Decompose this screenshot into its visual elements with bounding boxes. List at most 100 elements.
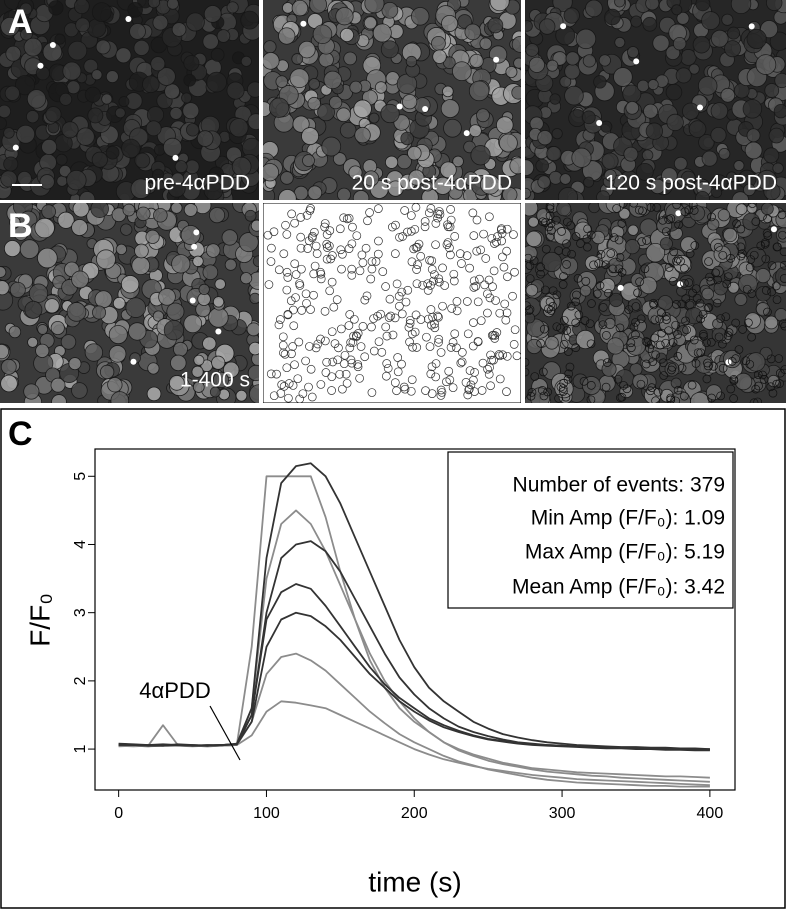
roi-circle	[525, 367, 530, 377]
cell	[564, 63, 581, 80]
cell	[384, 155, 399, 169]
roi-circle	[344, 321, 354, 330]
roi-circle	[448, 383, 458, 393]
cell	[208, 307, 229, 328]
cell	[0, 266, 7, 278]
cell	[171, 22, 187, 37]
roi-circle	[365, 208, 374, 217]
roi-circle	[433, 213, 442, 223]
roi-circle	[571, 343, 581, 352]
cell	[710, 29, 729, 48]
roi-circle	[738, 325, 747, 334]
roi-circle	[287, 209, 296, 219]
cell	[66, 302, 87, 322]
roi-circle	[571, 232, 581, 241]
cell	[422, 180, 434, 192]
roi-circle	[297, 264, 306, 274]
cell	[443, 118, 462, 138]
roi-circle	[322, 230, 332, 239]
cell	[302, 154, 315, 167]
cell	[557, 187, 579, 200]
roi-circle	[714, 332, 724, 342]
roi-circle	[469, 231, 479, 240]
roi-circle	[349, 331, 358, 341]
roi-circle	[431, 219, 441, 228]
cell	[680, 170, 696, 186]
cell	[468, 80, 490, 102]
cell	[695, 0, 711, 12]
image-caption: 20 s post-4αPDD	[352, 172, 512, 195]
cell	[652, 34, 670, 52]
cell	[158, 288, 176, 306]
cell	[164, 83, 180, 100]
y-axis-label: F/F₀	[24, 593, 55, 647]
bright-spot	[300, 20, 307, 27]
cell	[349, 80, 363, 94]
roi-circle	[771, 281, 781, 291]
cell	[48, 0, 64, 16]
roi-circle	[559, 316, 569, 325]
roi-circle	[442, 240, 452, 250]
roi-circle	[563, 374, 573, 384]
cell	[14, 75, 36, 96]
roi-circle	[612, 204, 621, 213]
cell	[495, 116, 514, 134]
roi-circle	[344, 213, 354, 223]
roi-circle	[344, 244, 354, 254]
roi-circle	[414, 239, 424, 249]
image-caption: 120 s post-4αPDD	[605, 172, 777, 195]
roi-circle	[400, 206, 409, 215]
roi-circle	[722, 279, 732, 289]
roi-circle	[393, 367, 403, 377]
cell	[23, 37, 43, 57]
roi-circle	[355, 266, 365, 276]
roi-circle	[336, 324, 346, 334]
roi-circle	[666, 395, 675, 403]
cell	[61, 121, 79, 139]
roi-circle	[429, 276, 438, 286]
roi-circle	[497, 229, 507, 238]
cell	[19, 239, 40, 259]
roi-circle	[726, 384, 736, 394]
x-tick-label: 400	[697, 805, 724, 822]
cell	[372, 23, 392, 43]
roi-circle	[367, 388, 377, 397]
roi-circle	[586, 380, 596, 390]
cell	[91, 69, 103, 81]
roi-circle	[767, 287, 777, 297]
roi-circle	[580, 316, 590, 325]
roi-circle	[691, 359, 701, 368]
roi-circle	[706, 337, 716, 347]
bright-spot	[697, 104, 704, 111]
stats-text: Number of events: 379	[513, 474, 725, 497]
cell	[99, 364, 115, 380]
roi-circle	[434, 274, 444, 284]
cell	[248, 341, 259, 356]
bright-spot	[396, 103, 403, 110]
roi-circle	[525, 306, 534, 316]
cell	[166, 302, 185, 321]
cell	[202, 264, 219, 281]
roi-circle	[672, 203, 682, 210]
roi-circle	[430, 323, 440, 333]
bright-spot	[463, 130, 470, 137]
roi-circle	[393, 353, 403, 362]
cell	[710, 126, 727, 144]
roi-circle	[637, 237, 647, 246]
roi-circle	[283, 309, 293, 319]
roi-circle	[673, 352, 683, 361]
roi-circle	[329, 302, 339, 312]
roi-circle	[428, 312, 437, 322]
cell	[151, 168, 165, 181]
cell	[301, 127, 320, 146]
roi-circle	[411, 243, 421, 252]
roi-circle	[488, 330, 498, 340]
roi-circle	[704, 303, 714, 312]
cell	[582, 54, 597, 68]
roi-circle	[779, 247, 786, 257]
roi-circle	[279, 381, 289, 391]
roi-circle	[737, 249, 747, 258]
roi-circle	[337, 264, 346, 274]
roi-circle	[395, 301, 404, 311]
cell	[452, 155, 464, 168]
